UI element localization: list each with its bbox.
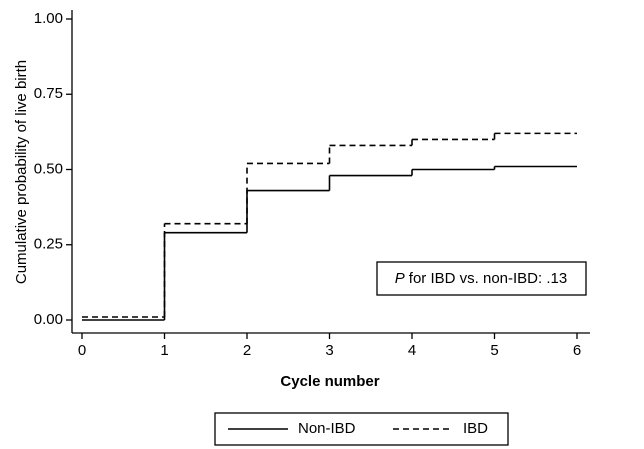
x-tick-label: 3 xyxy=(325,342,333,359)
y-tick-label: 0.75 xyxy=(34,85,63,102)
y-axis-label: Cumulative probability of live birth xyxy=(13,60,30,284)
y-tick-label: 0.50 xyxy=(34,160,63,177)
annotation-italic: P xyxy=(395,270,405,287)
x-axis-label: Cycle number xyxy=(280,373,379,390)
legend-label: Non-IBD xyxy=(298,420,356,437)
x-tick-label: 1 xyxy=(160,342,168,359)
annotation-text: for IBD vs. non-IBD: .13 xyxy=(409,270,567,287)
x-tick-label: 0 xyxy=(78,342,86,359)
x-tick-label: 5 xyxy=(490,342,498,359)
annotation-box xyxy=(376,261,587,296)
legend-label: IBD xyxy=(463,420,488,437)
y-tick-label: 0.25 xyxy=(34,236,63,253)
x-tick-label: 2 xyxy=(243,342,251,359)
y-tick-label: 1.00 xyxy=(34,10,63,27)
x-tick-label: 4 xyxy=(408,342,416,359)
y-tick-label: 0.00 xyxy=(34,311,63,328)
x-tick-label: 6 xyxy=(573,342,581,359)
